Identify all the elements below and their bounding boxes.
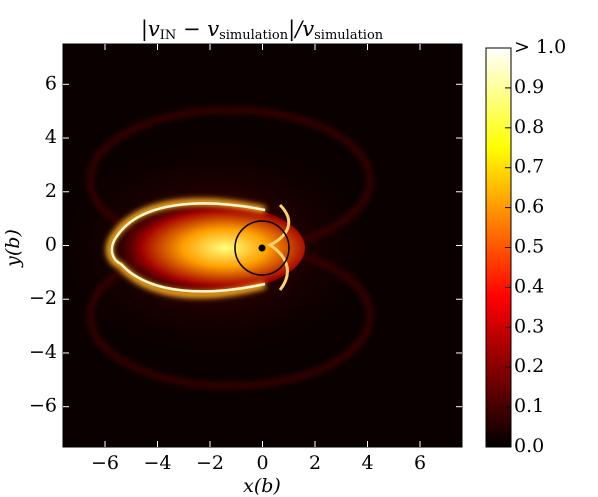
- title-part: simulation: [314, 28, 384, 43]
- x-tick-label: 6: [414, 452, 426, 474]
- title-part: |/v: [288, 17, 314, 42]
- colorbar-tick-label: 0.2: [514, 355, 544, 377]
- colorbar-tick-label: 0.4: [514, 275, 544, 297]
- x-tick-label: 4: [361, 452, 373, 474]
- x-tick-label: −4: [143, 452, 171, 474]
- x-tick-label: −6: [91, 452, 119, 474]
- colorbar-tick-label: 0.5: [514, 236, 544, 258]
- title-part: simulation: [219, 28, 289, 43]
- x-tick-label: −2: [196, 452, 224, 474]
- colorbar-tick-label: 0.1: [514, 395, 544, 417]
- chart-title: |vIN − vsimulation|/vsimulation: [141, 17, 384, 43]
- y-axis-label: y(b): [2, 229, 24, 268]
- y-tick-label: −4: [29, 341, 57, 363]
- colorbar-tick-label: 0.6: [514, 196, 544, 218]
- y-tick-label: −6: [29, 395, 57, 417]
- y-tick-label: 0: [45, 234, 57, 256]
- heatmap-field: [63, 44, 462, 447]
- y-tick-label: 4: [45, 126, 57, 148]
- colorbar-tick-label: 0.7: [514, 156, 544, 178]
- title-part: IN: [160, 28, 177, 43]
- y-tick-label: −2: [29, 287, 57, 309]
- y-tick-label: 2: [45, 180, 57, 202]
- colorbar-tick-label: > 1.0: [514, 36, 566, 58]
- y-tick-label: 6: [45, 72, 57, 94]
- x-axis-label: x(b): [243, 475, 281, 497]
- title-part: − v: [176, 17, 219, 41]
- x-tick-label: 2: [309, 452, 321, 474]
- colorbar-tick-label: 0.0: [514, 435, 544, 457]
- title-part: |v: [141, 17, 160, 42]
- colorbar-tick-label: 0.8: [514, 116, 544, 138]
- x-tick-label: 0: [256, 452, 268, 474]
- colorbar-tick-label: 0.3: [514, 315, 544, 337]
- colorbar-tick-label: 0.9: [514, 76, 544, 98]
